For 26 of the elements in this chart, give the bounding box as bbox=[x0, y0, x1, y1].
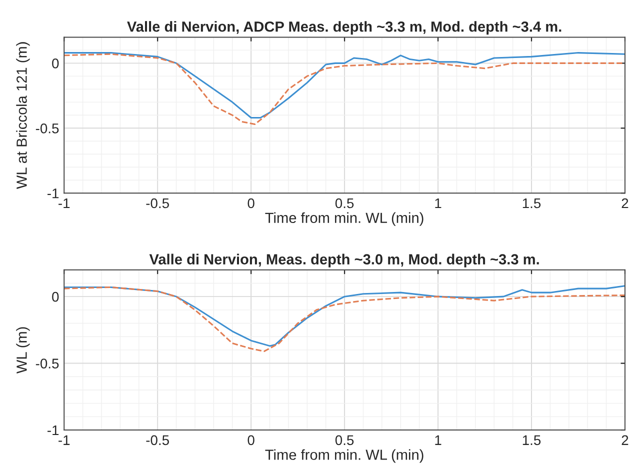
x-tick-label: 1 bbox=[435, 435, 442, 445]
x-tick-label: -1 bbox=[58, 198, 70, 208]
x-tick-label: 2 bbox=[622, 198, 628, 208]
y-tick-label: -1 bbox=[48, 188, 59, 198]
x-tick-label: 1 bbox=[435, 198, 442, 208]
x-tick-label: 0.5 bbox=[335, 198, 354, 208]
x-tick-label: -0.5 bbox=[146, 435, 169, 446]
x-tick-label: 0 bbox=[248, 435, 254, 446]
x-tick-label: -0.5 bbox=[146, 198, 169, 208]
x-tick-label: -1 bbox=[58, 435, 70, 445]
x-tick-label: 0 bbox=[248, 198, 254, 208]
x-tick-label: 0.5 bbox=[335, 435, 354, 446]
chart-title: Valle di Nervion, ADCP Meas. depth ~3.3 m, Mod. depth ~3.4 m. bbox=[127, 21, 562, 35]
y-tick-label: 0 bbox=[52, 58, 59, 68]
y-axis-title: WL (m) bbox=[16, 327, 30, 374]
y-tick-label: -0.5 bbox=[36, 358, 59, 368]
y-tick-label: 0 bbox=[52, 292, 59, 302]
x-tick-label: 1.5 bbox=[522, 435, 541, 446]
chart-title: Valle di Nervion, Meas. depth ~3.0 m, Mod. depth ~3.3 m. bbox=[149, 254, 539, 268]
x-tick-label: 1.5 bbox=[522, 198, 541, 208]
x-tick-label: 2 bbox=[622, 435, 628, 445]
x-axis-title: Time from min. WL (min) bbox=[265, 449, 424, 463]
y-tick-label: -1 bbox=[48, 426, 59, 436]
y-axis-title: WL at Briccola 121 (m) bbox=[16, 42, 30, 189]
y-tick-label: -0.5 bbox=[36, 123, 59, 134]
x-axis-title: Time from min. WL (min) bbox=[265, 212, 424, 226]
